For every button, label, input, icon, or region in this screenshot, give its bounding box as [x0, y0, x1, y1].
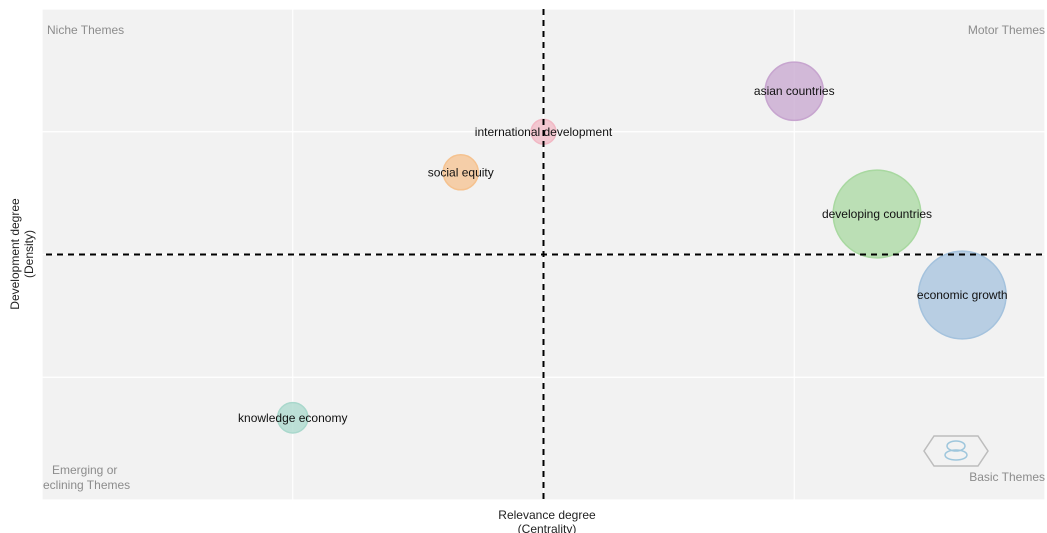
quadrant-label-bottom-right: Basic Themes	[969, 470, 1045, 484]
quadrant-label-bottom-left-line2: eclining Themes	[43, 478, 130, 492]
bubble-label: economic growth	[917, 288, 1008, 302]
bubble-point	[442, 153, 480, 191]
bubble-label: international development	[475, 125, 613, 139]
y-axis-title-line1: Development degree	[8, 198, 22, 310]
quadrant-label-top-left: Niche Themes	[47, 23, 124, 37]
quadrant-dividers	[46, 9, 1045, 503]
bubble-point	[276, 401, 309, 434]
x-axis-title-line2: (Centrality)	[518, 522, 577, 533]
hexagon-logo-icon	[923, 435, 989, 467]
bubble-label: developing countries	[822, 207, 932, 221]
x-axis-title-line1: Relevance degree	[498, 508, 596, 522]
bubble-label: asian countries	[754, 84, 835, 98]
bubble-point	[832, 169, 922, 259]
bubble-label-layer: asian countries international development…	[238, 84, 1008, 425]
bubble-label: social equity	[428, 165, 494, 179]
bubble-point	[764, 61, 825, 122]
quadrant-label-bottom-left-line1: Emerging or	[52, 463, 117, 477]
bubble-layer	[276, 61, 1007, 434]
y-axis-title-line2: (Density)	[22, 230, 36, 278]
quadrant-label-top-right: Motor Themes	[968, 23, 1045, 37]
bubble-point	[917, 250, 1007, 340]
bubble-label: knowledge economy	[238, 411, 347, 425]
